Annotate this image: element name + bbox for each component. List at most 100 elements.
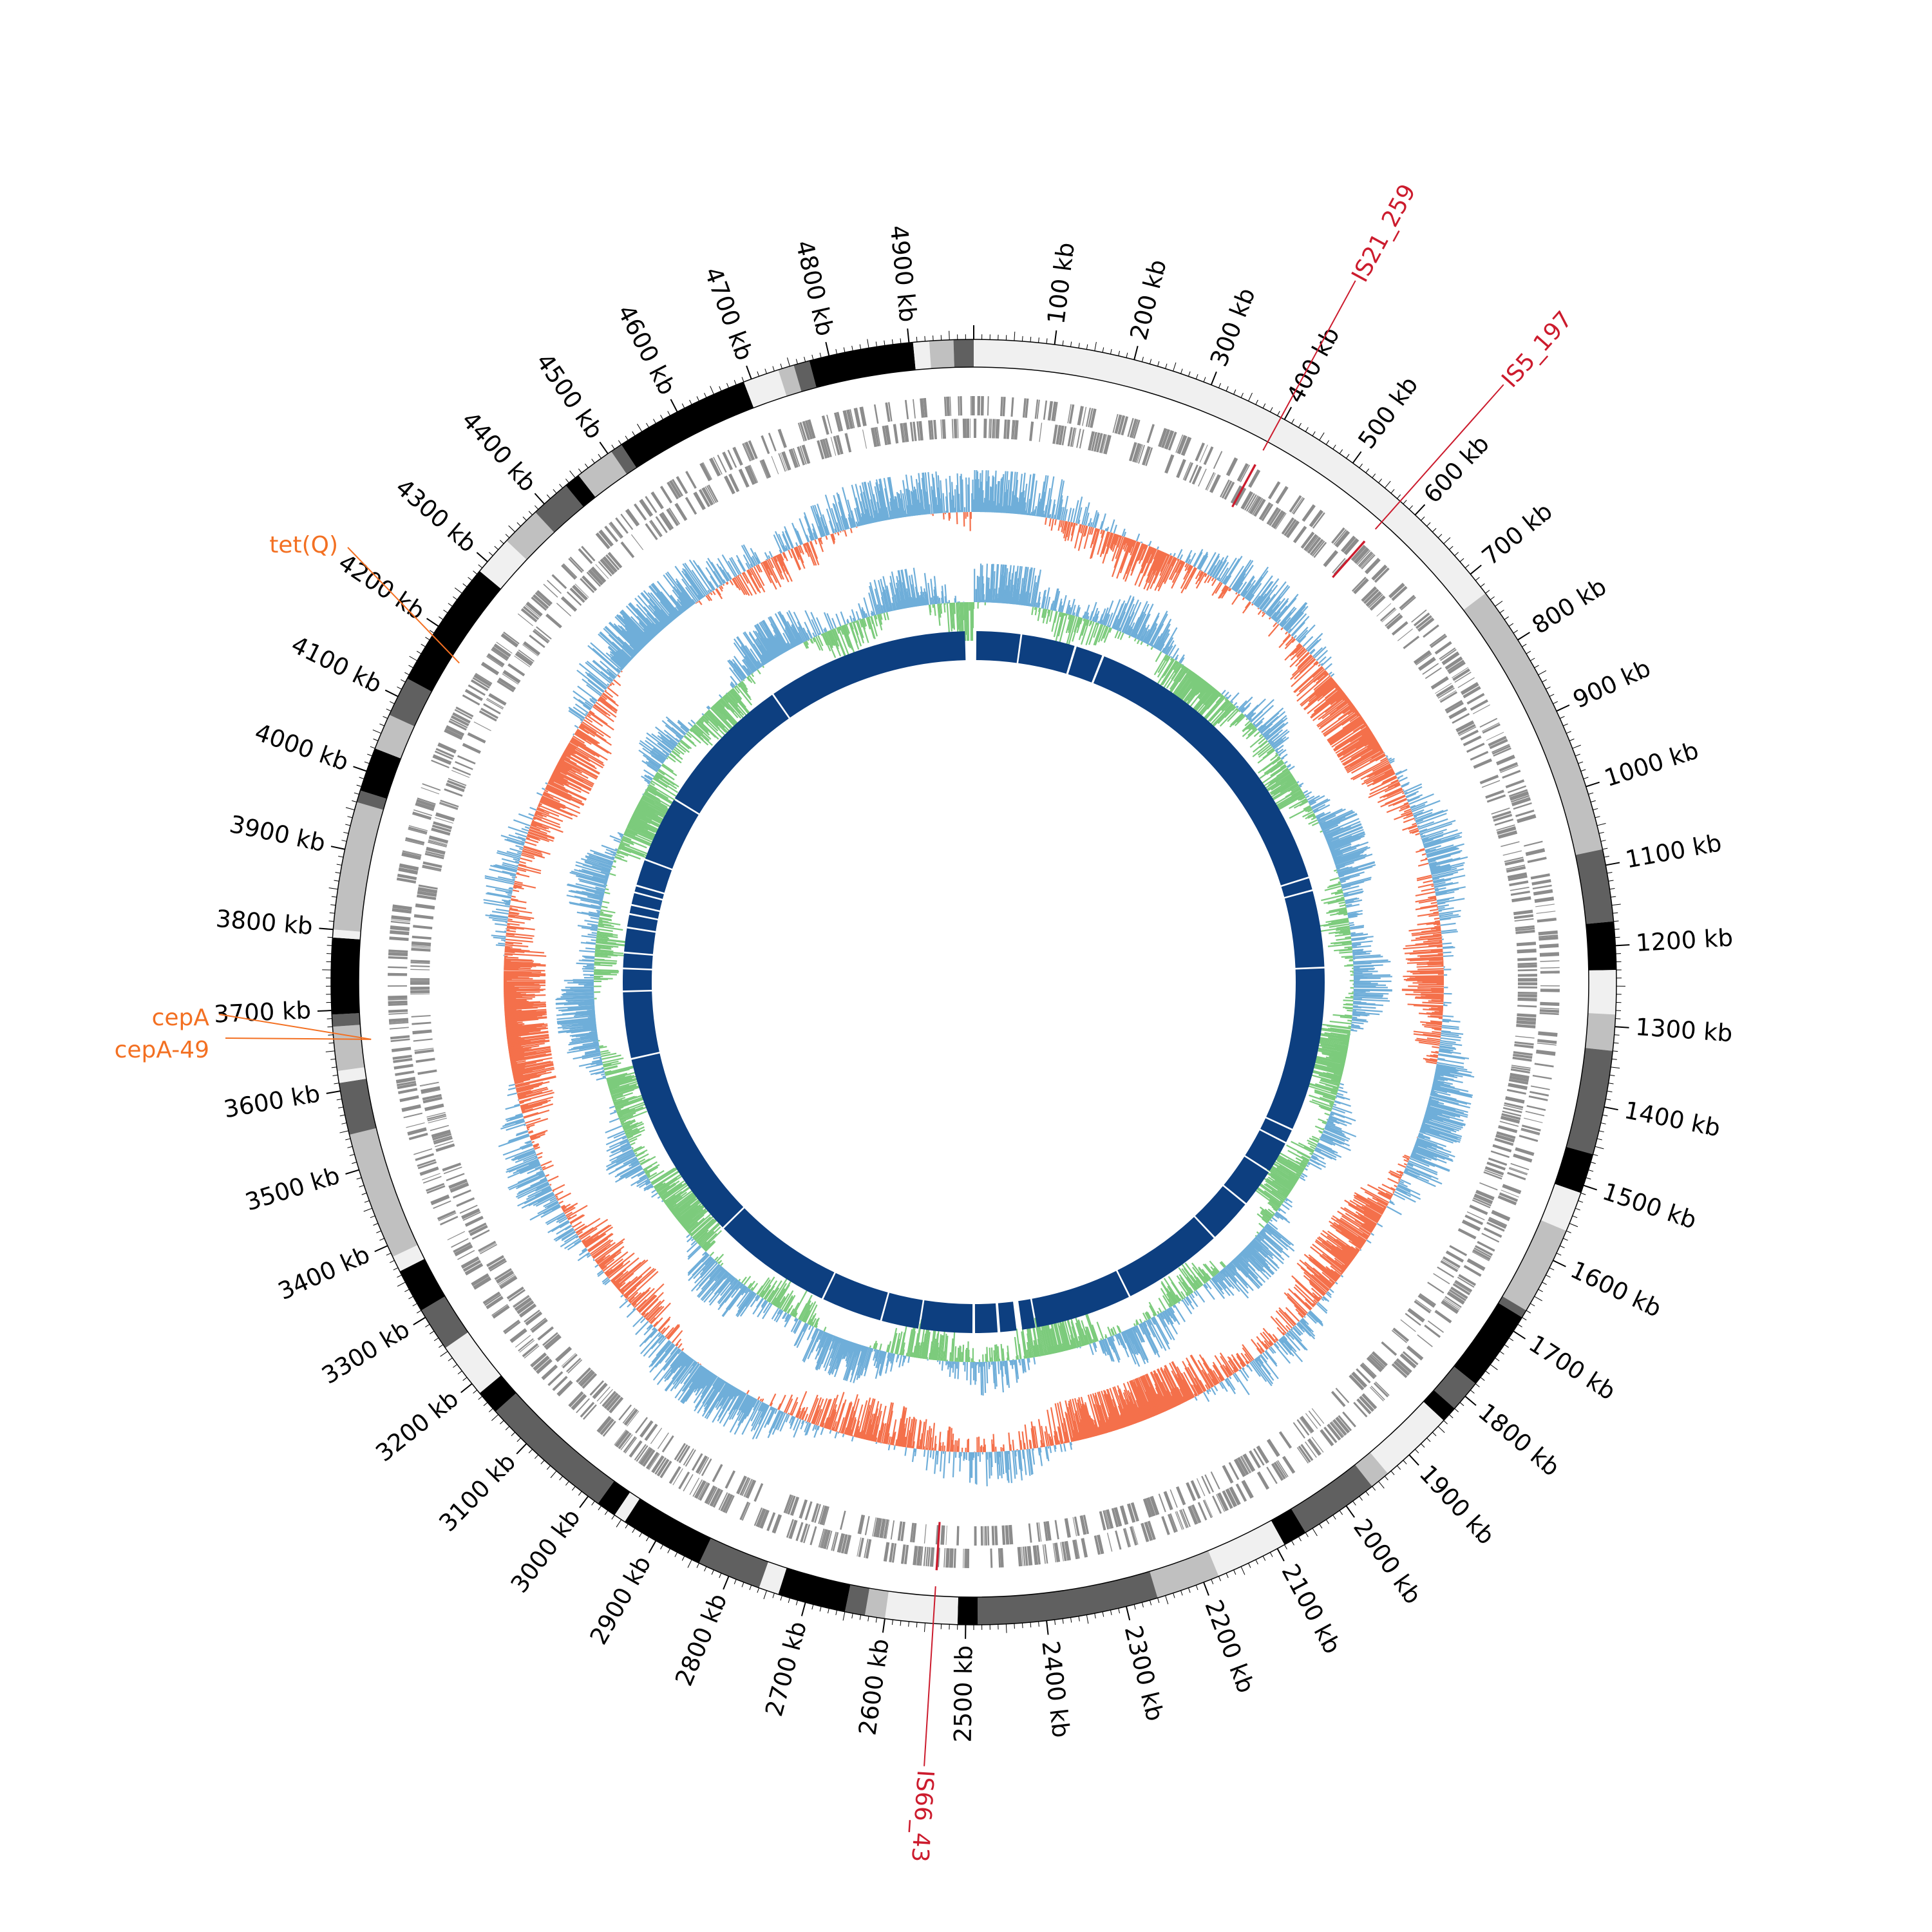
gc-skew-bar [1143, 1374, 1162, 1414]
gene-block [1114, 414, 1122, 434]
gc-skew-bar [520, 1099, 548, 1109]
gc-skew-bar [1109, 533, 1116, 549]
gc-skew-bar [1309, 1311, 1323, 1325]
gc-skew-bar [531, 820, 543, 826]
gc-skew-bar [1336, 694, 1346, 703]
gc-skew-bar [1416, 1141, 1437, 1150]
gene-block [991, 1526, 995, 1546]
gc-skew-bar [1242, 597, 1245, 601]
gene-block [1186, 1482, 1197, 1501]
gene-block [953, 1548, 956, 1568]
gc-skew-bar [1296, 639, 1298, 641]
contig-segment [1271, 1508, 1306, 1545]
gc-skew-bar [1044, 505, 1048, 518]
gc-skew-bar [1016, 502, 1019, 515]
gene-block [1361, 554, 1376, 570]
kb-tick-label: 1500 kb [1599, 1177, 1700, 1234]
gene-block [1138, 444, 1145, 464]
gc-skew-bar [603, 627, 634, 658]
kb-tick-label: 300 kb [1205, 284, 1261, 370]
gc-skew-bar [1325, 1265, 1340, 1278]
gc-skew-bar [1147, 1401, 1155, 1417]
gc-skew-bar [799, 545, 804, 555]
gc-skew-bar [1386, 1206, 1402, 1215]
gc-skew-bar [1381, 775, 1397, 785]
scale-tick [674, 1552, 678, 1557]
gene-block [445, 724, 465, 737]
gc-skew-bar [746, 1398, 757, 1417]
gc-skew-bar [1329, 692, 1345, 705]
gc-skew-bar [1430, 865, 1441, 869]
gc-skew-bar [1360, 724, 1368, 730]
gc-skew-bar [1407, 796, 1420, 803]
gc-skew-bar [643, 1300, 661, 1318]
gene-block [668, 480, 682, 498]
gc-skew-bar [719, 1389, 740, 1424]
gene-block [1188, 1505, 1198, 1525]
gc-skew-bar [812, 528, 818, 540]
gc-skew-bar [629, 1292, 642, 1304]
gene-block [1540, 967, 1560, 969]
gc-skew-bar [506, 1157, 538, 1171]
gene-block [1271, 510, 1284, 528]
gc-skew-bar [1437, 907, 1445, 909]
scale-tick [1559, 715, 1565, 719]
gc-skew-bar [1390, 1173, 1401, 1180]
gc-skew-bar [1419, 971, 1444, 974]
gc-skew-bar [578, 699, 592, 710]
gc-skew-bar [700, 1374, 717, 1398]
gc-skew-bar [504, 967, 531, 970]
scale-tick [1255, 1559, 1258, 1565]
gc-skew-bar [1413, 811, 1423, 817]
gene-block [722, 1493, 734, 1513]
gc-skew-bar [1413, 1033, 1441, 1038]
scale-tick [347, 1146, 353, 1148]
gc-skew-bar [1316, 1303, 1328, 1314]
gc-skew-bar [1441, 1025, 1459, 1028]
gene-block [949, 1548, 954, 1568]
gc-skew-bar [1389, 1200, 1394, 1204]
gc-skew-bar [1294, 1304, 1306, 1316]
gc-skew-bar [663, 1349, 681, 1371]
gc-skew-bar [621, 649, 633, 660]
gc-skew-bar [1249, 594, 1255, 602]
gene-block [1499, 1121, 1519, 1127]
gene-block [1271, 1463, 1284, 1481]
gc-skew-bar [1276, 1341, 1289, 1356]
gene-block [580, 578, 595, 593]
scale-tick [1030, 1622, 1032, 1628]
gene-block [493, 643, 511, 658]
gc-skew-bar [528, 829, 555, 840]
gene-block [771, 456, 779, 475]
gc-skew-bar [803, 543, 810, 558]
gc-skew-bar [1372, 770, 1394, 782]
gene-block [1531, 879, 1551, 886]
scale-tick [1312, 431, 1316, 437]
gene-block [793, 448, 800, 467]
scale-tick [339, 1114, 345, 1117]
gc-skew-bar [1153, 553, 1168, 584]
gc-skew-bar [842, 1403, 853, 1434]
gene-block [1381, 1341, 1397, 1356]
gc-skew-bar [1275, 1317, 1289, 1332]
gc-skew-bar [768, 558, 775, 569]
gc-skew-bar [527, 1130, 533, 1133]
gc-skew-bar [760, 1404, 768, 1418]
gc-skew-bar [1401, 783, 1409, 788]
gc-skew-bar [678, 1355, 689, 1368]
gc-skew-bar [1434, 1077, 1445, 1082]
kb-tick-label: 1800 kb [1473, 1398, 1565, 1482]
gc-skew-bar [1347, 752, 1385, 773]
gene-block [1502, 1106, 1522, 1113]
gene-block [1517, 991, 1537, 994]
gene-block [388, 956, 408, 960]
gene-block [428, 1117, 447, 1124]
gc-skew-bar [1337, 1210, 1372, 1233]
gene-block [1374, 567, 1390, 583]
gene-block [402, 851, 422, 857]
gc-skew-bar [746, 570, 759, 592]
gc-skew-bar [1211, 556, 1225, 578]
gc-skew-bar [873, 1424, 878, 1442]
gc-skew-bar [685, 1358, 692, 1367]
gene-block [412, 935, 431, 940]
